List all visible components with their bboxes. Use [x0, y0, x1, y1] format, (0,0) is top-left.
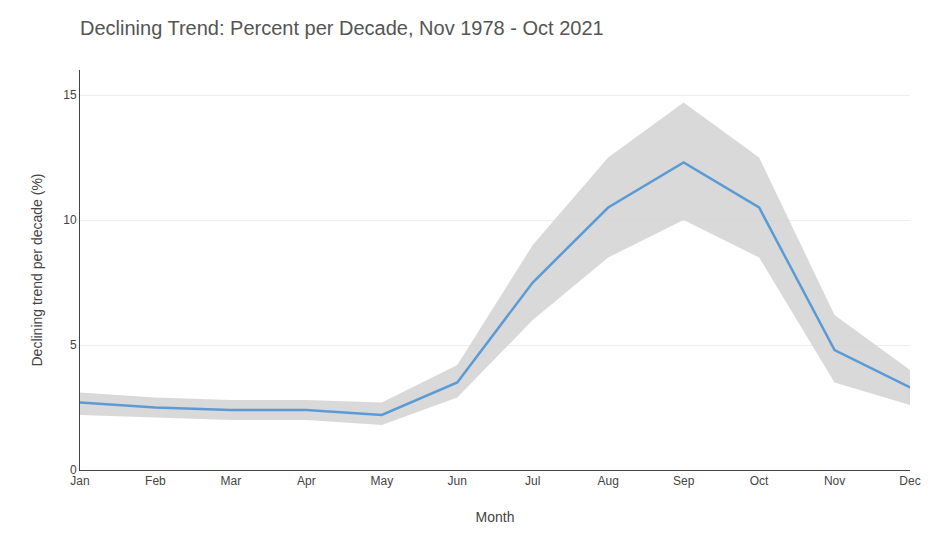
- svg-text:May: May: [370, 474, 393, 488]
- svg-text:10: 10: [63, 213, 77, 227]
- svg-text:0: 0: [70, 463, 77, 477]
- svg-text:5: 5: [70, 338, 77, 352]
- svg-text:Aug: Aug: [598, 474, 619, 488]
- svg-text:Oct: Oct: [750, 474, 769, 488]
- svg-text:Dec: Dec: [899, 474, 920, 488]
- svg-text:15: 15: [63, 88, 77, 102]
- svg-text:Mar: Mar: [221, 474, 242, 488]
- svg-text:Declining Trend: Percent per D: Declining Trend: Percent per Decade, Nov…: [80, 17, 604, 39]
- svg-text:Month: Month: [476, 509, 515, 525]
- svg-text:Jul: Jul: [525, 474, 540, 488]
- svg-text:Feb: Feb: [145, 474, 166, 488]
- svg-text:Jun: Jun: [448, 474, 467, 488]
- svg-text:Sep: Sep: [673, 474, 695, 488]
- svg-text:Declining trend per decade (%): Declining trend per decade (%): [29, 174, 45, 367]
- svg-text:Apr: Apr: [297, 474, 316, 488]
- svg-text:Nov: Nov: [824, 474, 845, 488]
- svg-text:Jan: Jan: [70, 474, 89, 488]
